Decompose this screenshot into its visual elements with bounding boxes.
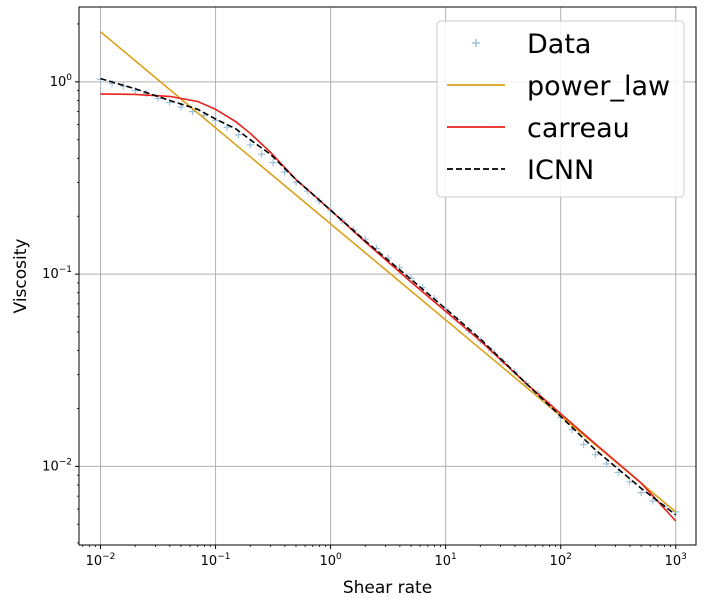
plot-frame <box>78 6 697 546</box>
legend-label-carreau: carreau <box>527 113 630 144</box>
data-point <box>637 489 645 497</box>
legend-box <box>436 20 685 198</box>
legend-label-data: Data <box>527 29 591 60</box>
x-axis-title: Shear rate <box>343 578 432 598</box>
x-tick-label: 102 <box>550 552 572 569</box>
y-tick-exponent: −2 <box>59 457 72 467</box>
legend-entry-icnn: ICNN <box>447 155 594 186</box>
y-tick-label: 10−1 <box>42 265 72 282</box>
x-tick-label: 101 <box>435 552 457 569</box>
data-point <box>131 87 139 95</box>
data-point <box>591 451 599 459</box>
x-tick-exponent: 0 <box>336 552 342 562</box>
x-tick-exponent: 1 <box>451 552 457 562</box>
data-point <box>258 150 266 158</box>
y-tick-exponent: −1 <box>59 265 72 275</box>
x-tick-base: 10 <box>665 554 682 569</box>
carreau-line <box>100 93 677 522</box>
x-tick-label: 10−1 <box>201 552 231 569</box>
data-point <box>281 168 289 176</box>
data-point <box>626 478 634 486</box>
data-point <box>649 497 657 505</box>
x-tick-base: 10 <box>550 554 567 569</box>
legend-label-power-law: power_law <box>527 71 670 102</box>
x-tick-label: 103 <box>665 552 687 569</box>
data-point <box>212 116 220 124</box>
legend-entry-data: Data <box>472 29 591 60</box>
x-tick-exponent: −1 <box>217 552 230 562</box>
y-tick-label: 100 <box>50 73 73 90</box>
data-point <box>246 141 254 149</box>
x-tick-exponent: 3 <box>681 552 687 562</box>
series-layer <box>97 31 680 522</box>
icnn-line <box>100 77 677 516</box>
x-tick-base: 10 <box>86 554 103 569</box>
legend-label-icnn: ICNN <box>527 155 594 186</box>
data-point <box>269 159 277 167</box>
y-tick-exponent: 0 <box>66 73 72 83</box>
data-point <box>119 82 127 90</box>
y-tick-base: 10 <box>42 459 59 474</box>
x-tick-label: 10−2 <box>86 552 116 569</box>
x-tick-exponent: −2 <box>102 552 115 562</box>
power-law-line <box>99 31 677 513</box>
x-tick-exponent: 2 <box>566 552 572 562</box>
y-tick-label: 10−2 <box>42 457 72 474</box>
y-tick-base: 10 <box>42 267 59 282</box>
legend-entry-carreau: carreau <box>447 113 630 144</box>
data-point <box>580 440 588 448</box>
legend-entry-power-law: power_law <box>447 71 670 102</box>
y-tick-base: 10 <box>50 75 67 90</box>
y-axis-title: Viscosity <box>11 239 31 314</box>
legend-swatch-data <box>472 39 480 47</box>
data-point <box>234 131 242 139</box>
x-tick-base: 10 <box>319 554 336 569</box>
x-tick-base: 10 <box>435 554 452 569</box>
data-point <box>603 460 611 468</box>
x-tick-base: 10 <box>201 554 218 569</box>
x-tick-label: 100 <box>319 552 342 569</box>
data-point <box>614 468 622 476</box>
